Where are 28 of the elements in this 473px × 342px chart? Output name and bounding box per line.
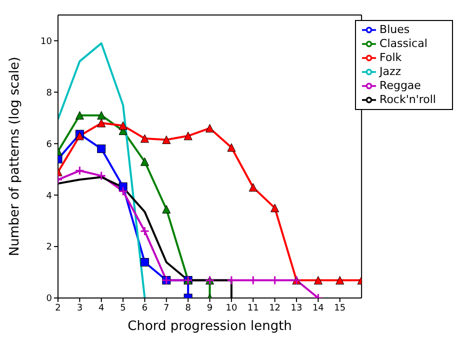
x-tick-label: 7 — [164, 303, 170, 314]
legend-label: Rock'n'roll — [380, 93, 436, 106]
legend-label: Jazz — [380, 65, 402, 78]
y-axis-title: Number of patterns (log scale) — [8, 56, 23, 256]
legend-label: Classical — [380, 37, 428, 50]
legend-label: Blues — [380, 23, 410, 36]
y-tick-label: 4 — [46, 191, 52, 202]
x-tick-label: 2 — [55, 303, 61, 314]
y-tick-label: 6 — [46, 140, 52, 150]
x-tick-label: 4 — [98, 303, 104, 314]
x-tick-label: 13 — [290, 303, 302, 314]
x-tick-label: 14 — [312, 303, 324, 314]
x-axis-title: Chord progression length — [128, 319, 292, 334]
x-tick-label: 6 — [142, 303, 148, 314]
x-tick-label: 12 — [269, 303, 281, 314]
x-tick-label: 5 — [120, 303, 126, 314]
y-tick-label: 2 — [46, 242, 52, 253]
x-tick-label: 11 — [247, 303, 259, 314]
y-tick-label: 10 — [40, 36, 52, 47]
x-tick-label: 9 — [206, 303, 213, 314]
legend-label: Folk — [380, 51, 402, 64]
x-tick-label: 10 — [226, 303, 238, 314]
legend-label: Reggae — [380, 79, 421, 92]
y-tick-label: 0 — [46, 294, 52, 304]
y-tick-label: 8 — [46, 88, 52, 98]
x-tick-label: 3 — [76, 303, 83, 314]
x-tick-label: 15 — [334, 303, 346, 314]
x-tick-label: 8 — [185, 303, 192, 314]
